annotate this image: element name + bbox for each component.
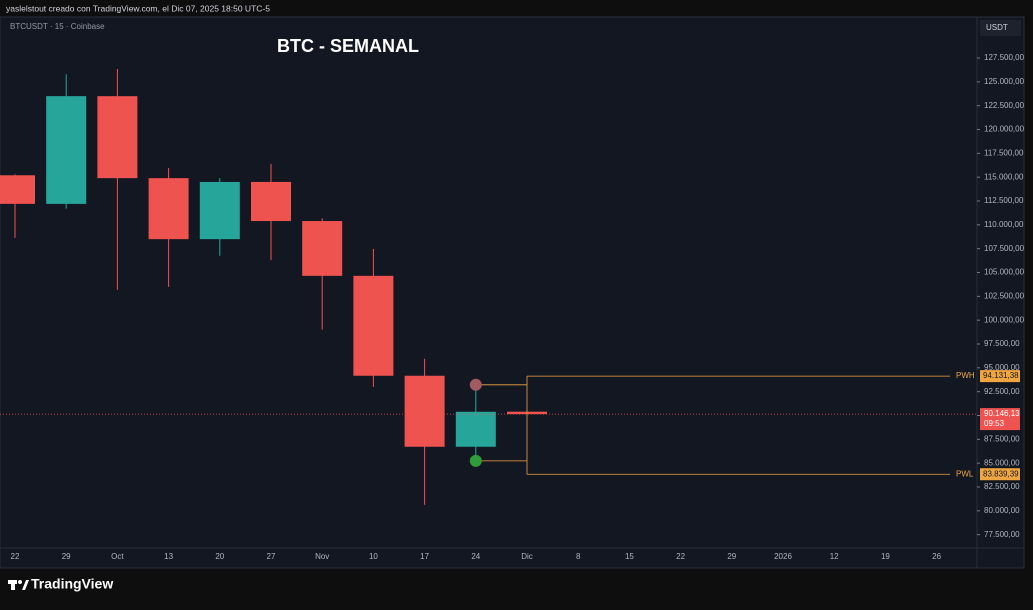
logo-stem <box>11 580 15 590</box>
y-tick-label: 125.000,00 <box>984 77 1025 86</box>
y-tick-label: 117.500,00 <box>984 148 1024 157</box>
brand: TradingView <box>31 576 113 592</box>
marker <box>469 378 482 391</box>
x-tick-label: 29 <box>62 552 71 561</box>
x-tick-label: 26 <box>932 552 941 561</box>
y-tick-label: 122.500,00 <box>984 101 1025 110</box>
x-tick-label: Oct <box>111 552 124 561</box>
y-tick-label: 102.500,00 <box>984 291 1025 300</box>
candle-body <box>404 375 445 447</box>
y-tick-label: 85.000,00 <box>984 458 1020 467</box>
x-tick-label: 17 <box>420 552 429 561</box>
y-tick-label: 95.000,00 <box>984 363 1020 372</box>
x-tick-label: Nov <box>315 552 329 561</box>
level-label: 94.131,38 <box>983 371 1019 380</box>
level-box <box>980 468 1020 481</box>
candle-body <box>199 181 240 240</box>
x-tick-label: 19 <box>881 552 890 561</box>
level-name: PWL <box>956 469 974 478</box>
candle-body <box>0 175 35 204</box>
y-tick-label: 77.500,00 <box>984 530 1020 539</box>
x-tick-label: 13 <box>164 552 173 561</box>
y-tick-label: 97.500,00 <box>984 339 1020 348</box>
x-tick-label: 15 <box>625 552 634 561</box>
x-tick-label: 10 <box>369 552 378 561</box>
x-tick-label: 22 <box>11 552 20 561</box>
y-tick-label: 107.500,00 <box>984 244 1025 253</box>
last-price-box <box>980 408 1020 431</box>
candle-body <box>46 96 87 204</box>
y-tick-label: 87.500,00 <box>984 434 1020 443</box>
x-tick-label: 12 <box>830 552 839 561</box>
candle-body <box>251 181 291 222</box>
level-label: 83.839,39 <box>983 469 1019 478</box>
x-tick-label: 2026 <box>774 552 792 561</box>
y-tick-label: 120.000,00 <box>984 125 1025 134</box>
brand-logo <box>8 580 29 590</box>
currency: USDT <box>986 23 1008 32</box>
x-tick-label: 24 <box>471 552 480 561</box>
y-tick-label: 110.000,00 <box>984 220 1024 229</box>
countdown-label: 09:53 <box>984 419 1005 428</box>
y-tick-label: 115.000,00 <box>984 172 1024 181</box>
symbol: BTCUSDT · 15 · Coinbase <box>10 22 105 31</box>
candle-body <box>455 411 496 447</box>
marker <box>469 454 482 467</box>
x-tick-label: Dic <box>521 552 533 561</box>
y-tick-label: 92.500,00 <box>984 387 1020 396</box>
x-tick-label: 20 <box>215 552 224 561</box>
last-price-label: 90.146,13 <box>984 409 1020 418</box>
logo-slash <box>22 580 29 590</box>
y-tick-label: 82.500,00 <box>984 482 1020 491</box>
x-tick-label: 22 <box>676 552 685 561</box>
level-box <box>980 370 1020 383</box>
y-tick-label: 105.000,00 <box>984 268 1025 277</box>
candle-body <box>353 275 394 376</box>
chart-title: BTC - SEMANAL <box>277 36 419 56</box>
x-tick-label: 27 <box>267 552 276 561</box>
y-tick-label: 100.000,00 <box>984 315 1025 324</box>
logo-dot <box>18 580 22 584</box>
y-tick-label: 112.500,00 <box>984 196 1024 205</box>
candle-body <box>97 96 138 179</box>
attribution: yaslelstout creado con TradingView.com, … <box>6 3 270 13</box>
y-tick-label: 80.000,00 <box>984 506 1020 515</box>
candle-body <box>148 178 189 240</box>
x-tick-label: 29 <box>727 552 736 561</box>
level-name: PWH <box>956 371 975 380</box>
y-tick-label: 127.500,00 <box>984 53 1025 62</box>
x-tick-label: 8 <box>576 552 581 561</box>
currency-box <box>980 20 1021 36</box>
candle-body <box>302 221 343 276</box>
chart-panel <box>0 16 1025 569</box>
